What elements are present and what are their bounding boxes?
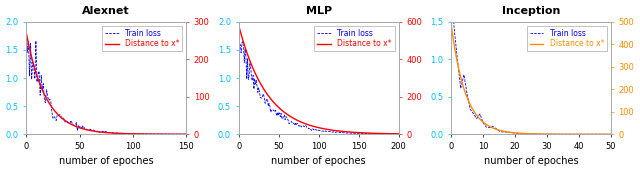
Train loss: [124, 132, 131, 135]
Legend: Train loss, Distance to x*: Train loss, Distance to x*: [102, 26, 182, 51]
Distance to x*: [177, 133, 185, 135]
Distance to x*: [607, 133, 615, 135]
Distance to x*: [150, 133, 157, 135]
Title: Alexnet: Alexnet: [83, 6, 130, 15]
Line: Train loss: Train loss: [26, 28, 186, 134]
Train loss: [235, 31, 243, 34]
Distance to x*: [448, 29, 456, 31]
Legend: Train loss, Distance to x*: Train loss, Distance to x*: [314, 26, 395, 51]
X-axis label: number of epoches: number of epoches: [59, 157, 154, 166]
Distance to x*: [336, 130, 344, 132]
Train loss: [100, 132, 108, 134]
Train loss: [563, 133, 570, 135]
Distance to x*: [22, 32, 30, 34]
Distance to x*: [593, 133, 601, 135]
Distance to x*: [52, 111, 60, 114]
Distance to x*: [76, 127, 83, 129]
Distance to x*: [259, 85, 266, 87]
Train loss: [499, 131, 506, 133]
Distance to x*: [308, 125, 316, 127]
Train loss: [249, 74, 257, 77]
Train loss: [321, 130, 329, 132]
Distance to x*: [461, 92, 469, 94]
Distance to x*: [33, 73, 40, 75]
Distance to x*: [506, 131, 513, 133]
Train loss: [302, 125, 310, 127]
Distance to x*: [235, 25, 243, 27]
Distance to x*: [172, 133, 179, 135]
Distance to x*: [393, 133, 401, 135]
Train loss: [553, 133, 561, 135]
Train loss: [495, 130, 503, 132]
Train loss: [604, 133, 612, 135]
Train loss: [22, 26, 30, 29]
Train loss: [381, 133, 388, 135]
X-axis label: number of epoches: number of epoches: [484, 157, 579, 166]
Train loss: [182, 133, 190, 135]
X-axis label: number of epoches: number of epoches: [271, 157, 366, 166]
Train loss: [120, 132, 127, 134]
Title: MLP: MLP: [305, 6, 332, 15]
Train loss: [395, 133, 403, 135]
Line: Distance to x*: Distance to x*: [26, 33, 186, 134]
Train loss: [236, 42, 243, 44]
Title: Inception: Inception: [502, 6, 560, 15]
Distance to x*: [515, 132, 522, 134]
Legend: Train loss, Distance to x*: Train loss, Distance to x*: [527, 26, 607, 51]
Distance to x*: [257, 82, 264, 84]
Distance to x*: [534, 133, 541, 135]
Distance to x*: [447, 23, 455, 25]
Distance to x*: [395, 133, 403, 135]
Distance to x*: [182, 133, 190, 135]
Line: Distance to x*: Distance to x*: [451, 24, 611, 134]
Train loss: [483, 126, 490, 128]
Line: Train loss: Train loss: [451, 0, 611, 134]
Line: Train loss: Train loss: [239, 33, 399, 134]
Line: Distance to x*: Distance to x*: [239, 26, 399, 134]
Train loss: [179, 133, 187, 135]
Distance to x*: [277, 108, 285, 110]
Train loss: [607, 133, 615, 135]
Train loss: [79, 125, 86, 127]
Train loss: [293, 122, 301, 124]
Train loss: [134, 133, 142, 135]
